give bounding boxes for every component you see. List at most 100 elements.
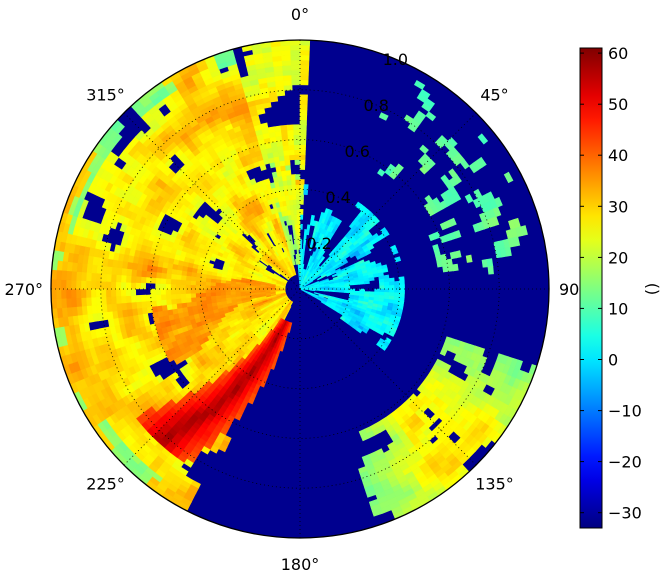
field-cell (210, 285, 216, 290)
field-cell (291, 184, 297, 191)
field-cell (389, 288, 395, 294)
field-cell (110, 281, 117, 290)
field-cell (115, 274, 122, 283)
field-cell (155, 271, 162, 279)
field-cell (288, 234, 293, 241)
field-cell (381, 267, 389, 273)
field-cell (220, 291, 226, 296)
field-cell (190, 288, 196, 294)
field-cell (285, 164, 291, 171)
colorbar-tick-label: 20 (608, 248, 628, 267)
field-cell (70, 279, 77, 290)
field-cell (324, 289, 331, 292)
field-cell (180, 297, 187, 304)
field-cell (291, 179, 297, 186)
field-cell (60, 297, 68, 309)
field-cell (170, 278, 177, 285)
field-cell (329, 289, 336, 293)
field-cell (299, 49, 310, 56)
field-cell (260, 122, 269, 130)
field-cell (176, 302, 183, 309)
field-cell (185, 288, 191, 294)
field-cell (190, 296, 197, 303)
radial-tick-label: 0.4 (325, 188, 350, 207)
field-cell (125, 295, 132, 304)
field-cell (367, 244, 375, 251)
field-cell (384, 281, 390, 287)
field-cell (299, 69, 309, 76)
colorbar-tick-label: 40 (608, 146, 628, 165)
field-cell (286, 174, 292, 181)
field-cell (80, 280, 87, 290)
field-cell (180, 288, 186, 295)
field-cell (299, 104, 308, 111)
field-cell (302, 248, 306, 255)
field-cell (389, 281, 395, 286)
field-cell (394, 288, 400, 294)
field-cell (195, 296, 202, 302)
field-cell (393, 280, 400, 286)
field-cell (170, 293, 177, 300)
radial-tick-label: 0.6 (344, 142, 369, 161)
field-cell (150, 276, 157, 284)
field-cell (215, 291, 221, 296)
field-cell (155, 288, 162, 296)
field-cell (170, 298, 177, 305)
field-cell (65, 270, 72, 281)
field-cell (280, 124, 288, 132)
field-cell (90, 272, 97, 282)
field-cell (363, 280, 370, 285)
field-cell (287, 184, 293, 191)
field-cell (100, 296, 107, 305)
field-cell (280, 44, 291, 52)
field-cell (282, 139, 290, 146)
field-cell (299, 164, 306, 170)
field-cell (180, 293, 187, 299)
field-cell (299, 59, 310, 66)
field-cell (291, 69, 301, 76)
field-cell (299, 194, 305, 200)
angular-tick-label: 225° (86, 475, 125, 494)
field-cell (55, 298, 63, 309)
colorbar (579, 47, 603, 529)
field-cell (296, 213, 301, 220)
field-cell (299, 124, 307, 131)
field-cell (379, 282, 385, 287)
field-cell (287, 139, 295, 146)
field-cell (319, 289, 326, 292)
field-cell (150, 288, 157, 296)
field-cell (294, 159, 301, 165)
field-cell (80, 271, 87, 281)
field-cell (135, 301, 143, 309)
field-cell (195, 288, 201, 294)
field-cell (155, 294, 162, 301)
field-cell (180, 279, 187, 285)
field-cell (170, 273, 177, 280)
field-cell (290, 49, 301, 56)
field-cell (299, 79, 309, 86)
colorbar-tick-label: 0 (608, 351, 618, 370)
field-cell (273, 272, 280, 278)
field-cell (299, 159, 306, 165)
field-cell (295, 179, 301, 185)
field-cell (287, 129, 295, 136)
field-cell (487, 265, 494, 275)
angular-tick-label: 135° (475, 475, 514, 494)
field-cell (301, 263, 305, 270)
field-cell (295, 194, 301, 200)
field-cell (230, 288, 236, 293)
field-cell (100, 280, 107, 290)
field-cell (299, 199, 304, 205)
field-cell (283, 79, 293, 86)
field-cell (175, 298, 182, 304)
field-cell (288, 149, 296, 156)
colorbar-tick-label: −20 (608, 453, 642, 472)
field-cell (299, 109, 308, 116)
field-cell (299, 184, 305, 190)
field-cell (296, 199, 301, 205)
field-cell (180, 283, 186, 290)
field-cell (281, 59, 292, 66)
field-cell (309, 289, 316, 292)
field-cell (364, 249, 372, 256)
field-cell (349, 282, 355, 286)
